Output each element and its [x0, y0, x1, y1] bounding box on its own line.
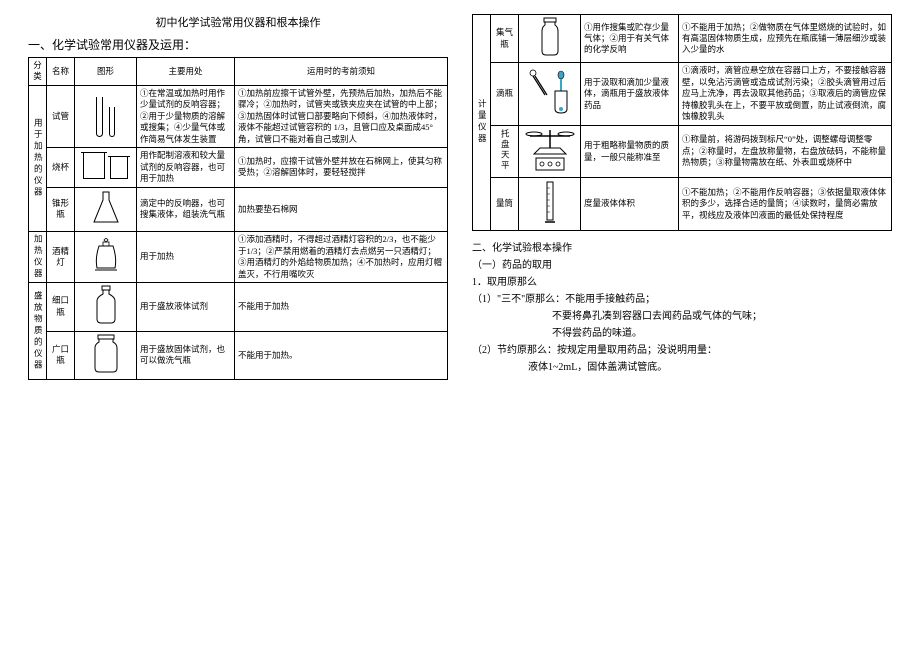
- graduated-cylinder-icon: [544, 180, 556, 224]
- use-narrow: 用于盛放液体试剂: [137, 283, 235, 331]
- use-wide: 用于盛放固体试剂，也可以做洗气瓶: [137, 331, 235, 379]
- table-row: 烧杯 用作配制溶液和较大量试剂的反响容器，也可用于加热 ①加热时，应擦干试管外壁…: [29, 148, 448, 187]
- beaker-icon: [110, 157, 128, 179]
- table-row: 加热仪器 酒精灯 用于加热 ①添加酒精时，不得超过酒精灯容积的2/3，也不能少于…: [29, 232, 448, 283]
- note-tube: ①加热前应擦干试管外壁，先预热后加热，加热后不能骤冷；②加热时，试管夹或铁夹应夹…: [235, 85, 448, 147]
- note-gasjar: ①不能用于加热；②做物质在气体里燃烧的试验时，如有高温固体物质生成，应预先在瓶底…: [679, 15, 892, 63]
- img-gasjar: [519, 15, 581, 63]
- wide-bottle-icon: [91, 334, 121, 374]
- use-flask: 滴定中的反响器，也可搜集液体，组装洗气瓶: [137, 187, 235, 231]
- name-flask: 锥形瓶: [47, 187, 75, 231]
- img-dropper: [519, 63, 581, 125]
- section-2-title: 二、化学试验根本操作: [472, 241, 892, 256]
- table-row: 广口瓶 用于盛放固体试剂，也可以做洗气瓶 不能用于加热。: [29, 331, 448, 379]
- p-3b: 液体1~2mL，固体盖满试管底。: [472, 360, 892, 375]
- table-header-row: 分类 名称 图形 主要用处 运用时的考前须知: [29, 58, 448, 86]
- name-narrow: 细口瓶: [47, 283, 75, 331]
- table-row: 滴瓶 用于汲取和滴加少量液体，滴瓶用于盛放液体药品 ①滴液时，滴管应悬空放在容器…: [473, 63, 892, 125]
- use-beaker: 用作配制溶液和较大量试剂的反响容器，也可用于加热: [137, 148, 235, 187]
- table-row: 量筒 度量液体体积 ①不能加热；②不能用作反响容器；③依据量取液体体积的多少，选…: [473, 178, 892, 230]
- table-row: 锥形瓶 滴定中的反响器，也可搜集液体，组装洗气瓶 加热要垫石棉网: [29, 187, 448, 231]
- sub-1: （一）药品的取用: [472, 258, 892, 273]
- beaker-icon: [83, 153, 105, 179]
- balance-icon: [522, 128, 578, 172]
- p-2b: 不要将鼻孔凑到容器口去闻药品或气体的气味；: [472, 309, 892, 324]
- use-gasjar: ①用作搜集或贮存少量气体；②用于有关气体的化学反响: [581, 15, 679, 63]
- img-balance: [519, 125, 581, 177]
- cat-heat: 用于加热的仪器: [29, 85, 47, 231]
- note-balance: ①称量前，将游码拨到标尺“0”处，调整螺母调整零点；②称量时，左盘放称量物，右盘…: [679, 125, 892, 177]
- th-img: 图形: [75, 58, 137, 86]
- conical-flask-icon: [92, 190, 120, 226]
- table-row: 计量仪器 集气瓶 ①用作搜集或贮存少量气体；②用于有关气体的化学反响 ①不能用于…: [473, 15, 892, 63]
- alcohol-lamp-icon: [91, 238, 121, 272]
- apparatus-table-left: 分类 名称 图形 主要用处 运用时的考前须知 用于加热的仪器 试管 ①在常温或加…: [28, 57, 448, 380]
- page-title: 初中化学试验常用仪器和根本操作: [28, 14, 448, 30]
- table-row: 托盘天平 用于粗略称量物质的质量，一般只能称准至 ①称量前，将游码拨到标尺“0”…: [473, 125, 892, 177]
- name-lamp: 酒精灯: [47, 232, 75, 283]
- name-gasjar: 集气瓶: [491, 15, 519, 63]
- note-narrow: 不能用于加热: [235, 283, 448, 331]
- use-cylinder: 度量液体体积: [581, 178, 679, 230]
- name-balance: 托盘天平: [491, 125, 519, 177]
- img-lamp: [75, 232, 137, 283]
- apparatus-table-right: 计量仪器 集气瓶 ①用作搜集或贮存少量气体；②用于有关气体的化学反响 ①不能用于…: [472, 14, 892, 231]
- note-beaker: ①加热时，应擦干试管外壁并放在石棉网上，使其匀称受热；②溶解固体时，要轻轻搅拌: [235, 148, 448, 187]
- use-dropper: 用于汲取和滴加少量液体，滴瓶用于盛放液体药品: [581, 63, 679, 125]
- cat-storage: 盛放物质的仪器: [29, 283, 47, 380]
- th-name: 名称: [47, 58, 75, 86]
- name-dropper: 滴瓶: [491, 63, 519, 125]
- narrow-bottle-icon: [93, 285, 119, 325]
- img-beaker: [75, 148, 137, 187]
- name-tube: 试管: [47, 85, 75, 147]
- cat-heater: 加热仪器: [29, 232, 47, 283]
- p-2c: 不得尝药品的味道。: [472, 326, 892, 341]
- img-tube: [75, 85, 137, 147]
- img-wide: [75, 331, 137, 379]
- th-use: 主要用处: [137, 58, 235, 86]
- section-2: 二、化学试验根本操作 （一）药品的取用 1．取用原那么 （1）"三不"原那么：不…: [472, 241, 892, 375]
- gas-jar-icon: [538, 17, 562, 57]
- img-flask: [75, 187, 137, 231]
- name-beaker: 烧杯: [47, 148, 75, 187]
- cat-measure-blank: 计量仪器: [473, 15, 491, 231]
- note-cylinder: ①不能加热；②不能用作反响容器；③依据量取液体体积的多少，选择合适的量筒；④读数…: [679, 178, 892, 230]
- dropper-icon: [525, 69, 575, 115]
- use-tube: ①在常温或加热时用作少量试剂的反响容器；②用于少量物质的溶解或搜集；④少量气体或…: [137, 85, 235, 147]
- img-cylinder: [519, 178, 581, 230]
- p-2a: （1）"三不"原那么：不能用手接触药品；: [472, 292, 892, 307]
- table-row: 盛放物质的仪器 细口瓶 用于盛放液体试剂 不能用于加热: [29, 283, 448, 331]
- note-flask: 加热要垫石棉网: [235, 187, 448, 231]
- th-note: 运用时的考前须知: [235, 58, 448, 86]
- img-narrow: [75, 283, 137, 331]
- test-tube-icon: [96, 97, 103, 137]
- note-lamp: ①添加酒精时，不得超过酒精灯容积的2/3，也不能少于1/3；②严禁用燃着的酒精灯…: [235, 232, 448, 283]
- note-dropper: ①滴液时，滴管应悬空放在容器口上方，不要接触容器壁，以免沾污滴管或造成试剂污染；…: [679, 63, 892, 125]
- name-wide: 广口瓶: [47, 331, 75, 379]
- note-wide: 不能用于加热。: [235, 331, 448, 379]
- test-tube-icon: [109, 107, 115, 137]
- p-1: 1．取用原那么: [472, 275, 892, 290]
- th-cat: 分类: [29, 58, 47, 86]
- p-3a: （2）节约原那么：按规定用量取用药品；没说明用量：: [472, 343, 892, 358]
- name-cylinder: 量筒: [491, 178, 519, 230]
- use-lamp: 用于加热: [137, 232, 235, 283]
- use-balance: 用于粗略称量物质的质量，一般只能称准至: [581, 125, 679, 177]
- table-row: 用于加热的仪器 试管 ①在常温或加热时用作少量试剂的反响容器；②用于少量物质的溶…: [29, 85, 448, 147]
- section-1-title: 一、化学试验常用仪器及运用：: [28, 36, 448, 53]
